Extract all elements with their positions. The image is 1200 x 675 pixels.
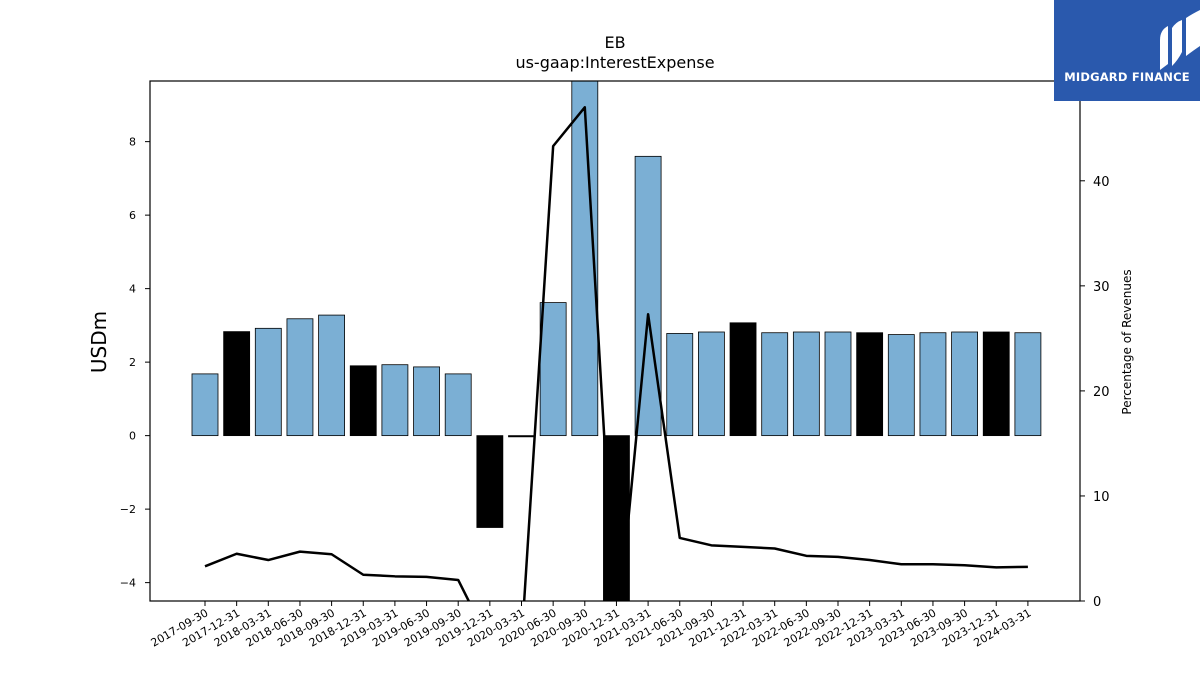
y-tick-label: −2 xyxy=(120,503,136,516)
chart-title: EB xyxy=(604,33,625,52)
bar-2024-03-31 xyxy=(1014,332,1042,437)
y-axis-ticks: −4 −2 0 2 4 6 8 xyxy=(120,136,150,590)
bar-2023-09-30 xyxy=(951,331,978,437)
logo-mark-icon xyxy=(1160,10,1200,70)
bar-2021-06-30 xyxy=(666,333,694,437)
y-tick-label: −4 xyxy=(120,577,136,590)
bar-2022-06-30 xyxy=(792,331,820,437)
bar-2020-06-30 xyxy=(539,302,567,437)
bar-2018-12-31 xyxy=(349,365,377,437)
line-series xyxy=(204,106,1028,601)
plot-frame xyxy=(149,80,1081,602)
logo-text: MIDGARD FINANCE xyxy=(1064,70,1190,84)
bar-2023-03-31 xyxy=(887,334,915,437)
bar-2018-03-31 xyxy=(254,327,282,437)
bar-2021-03-31 xyxy=(634,155,662,437)
y2-axis-ticks: 0 10 20 30 40 xyxy=(1080,175,1110,610)
chart-subtitle: us-gaap:InterestExpense xyxy=(515,53,714,72)
bar-2019-09-30 xyxy=(444,373,472,437)
bar-2023-06-30 xyxy=(919,332,947,437)
bar-2022-12-31 xyxy=(856,332,884,437)
midgard-finance-logo: MIDGARD FINANCE xyxy=(1054,0,1200,101)
y-tick-label: 8 xyxy=(129,136,136,149)
y2-tick-label: 10 xyxy=(1093,490,1110,505)
y-tick-label: 4 xyxy=(129,283,136,296)
percentage-line xyxy=(204,106,1028,601)
bar-2021-12-31 xyxy=(729,322,757,437)
bar-series xyxy=(191,81,1042,601)
bar-2018-06-30 xyxy=(286,318,314,437)
y2-tick-label: 40 xyxy=(1093,175,1110,190)
bar-2020-12-31 xyxy=(603,435,630,601)
y2-tick-label: 20 xyxy=(1093,385,1110,400)
bar-2019-06-30 xyxy=(413,366,440,437)
bar-2023-12-31 xyxy=(982,331,1010,437)
bar-2022-09-30 xyxy=(824,331,852,437)
y2-tick-label: 30 xyxy=(1093,280,1110,295)
y2-axis-label: Percentage of Revenues xyxy=(1120,269,1134,414)
bar-2019-12-31 xyxy=(476,435,504,528)
y2-tick-label: 0 xyxy=(1093,595,1101,610)
bar-2019-03-31 xyxy=(381,364,409,437)
x-axis-ticks: 2017-09-302017-12-312018-03-312018-06-30… xyxy=(149,601,1033,650)
bar-2017-12-31 xyxy=(223,331,251,437)
bar-2018-09-30 xyxy=(318,314,346,437)
bar-2017-09-30 xyxy=(191,373,219,437)
bar-2021-09-30 xyxy=(698,331,725,437)
y-tick-label: 0 xyxy=(129,430,136,443)
y-tick-label: 6 xyxy=(129,209,136,222)
y-axis-label: USDm xyxy=(87,311,111,373)
bar-2022-03-31 xyxy=(761,332,789,437)
y-tick-label: 2 xyxy=(129,356,136,369)
bar-2020-03-31 xyxy=(508,435,535,438)
